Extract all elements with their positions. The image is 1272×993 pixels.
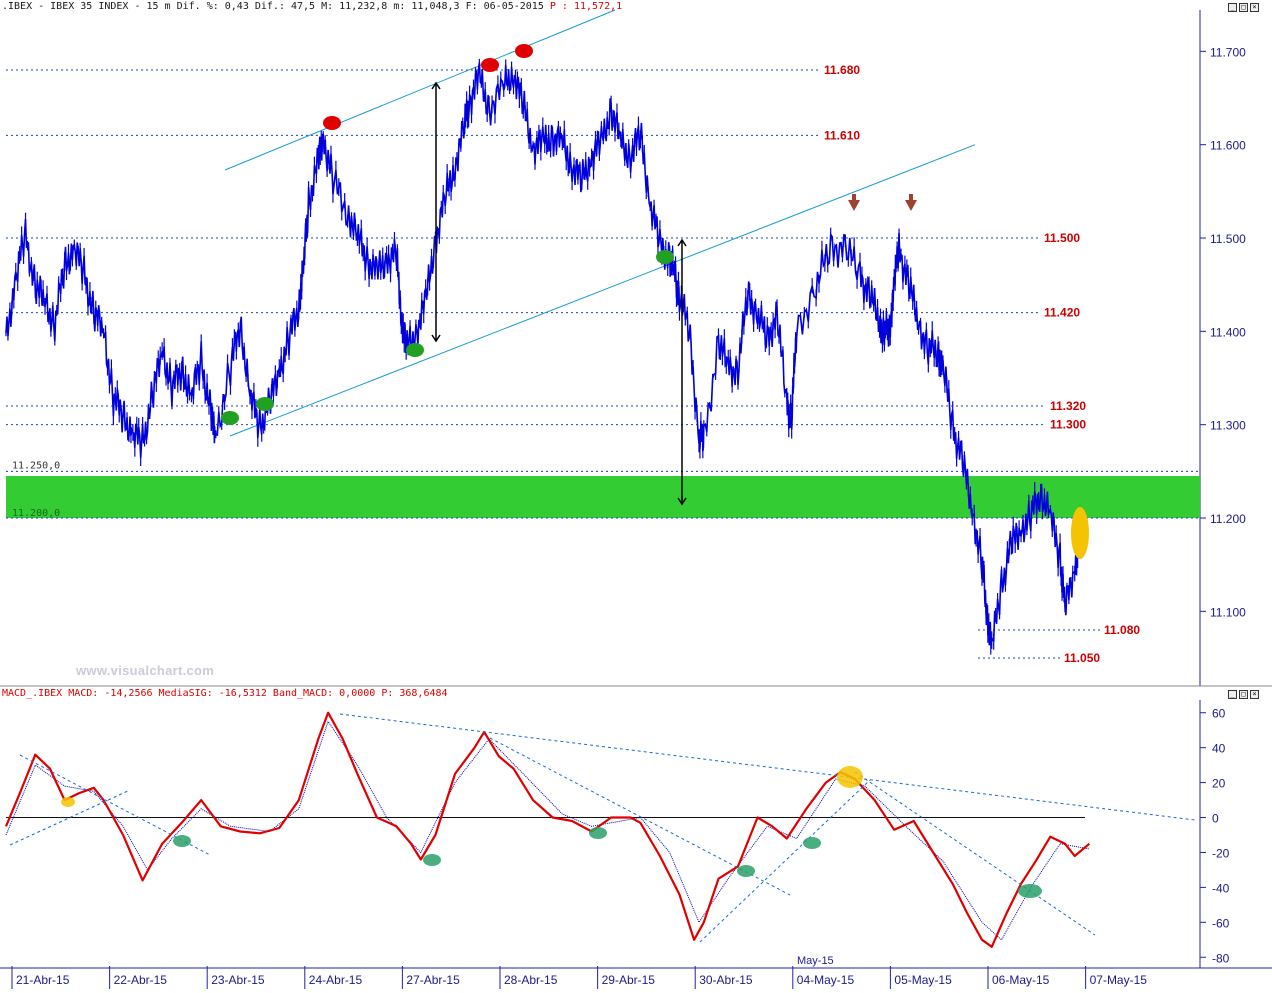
price-tick-label: 11.600 (1210, 139, 1246, 153)
time-tick-label: 30-Abr-15 (699, 973, 753, 987)
time-tick-label: 04-May-15 (797, 973, 855, 987)
price-window-controls: _ □ × (1228, 3, 1259, 12)
macd-header-text: MACD_.IBEX MACD: -14,2566 MediaSIG: -16,… (2, 688, 376, 699)
time-tick-label: 24-Abr-15 (309, 973, 363, 987)
maximize-icon[interactable]: □ (1239, 690, 1248, 699)
close-icon[interactable]: × (1250, 690, 1259, 699)
macd-signal-line (5, 720, 1090, 941)
level-label: 11.500 (1044, 231, 1080, 245)
time-tick-label: 27-Abr-15 (406, 973, 460, 987)
level-label: 11.050 (1064, 651, 1100, 665)
time-tick-label: 23-Abr-15 (211, 973, 265, 987)
price-series-line (5, 62, 1081, 646)
price-tick-label: 11.300 (1210, 419, 1246, 433)
price-tick-label: 11.200 (1210, 512, 1246, 526)
time-tick-label: 28-Abr-15 (504, 973, 558, 987)
macd-cross-marker (589, 827, 607, 839)
price-header: .IBEX - IBEX 35 INDEX - 15 m Dif. %: 0,4… (2, 1, 622, 12)
macd-cross-marker (737, 865, 755, 877)
level-label: 11.420 (1044, 306, 1080, 320)
maximize-icon[interactable]: □ (1239, 3, 1248, 12)
price-tick-label: 11.100 (1210, 605, 1246, 619)
price-tick-label: 11.400 (1210, 325, 1246, 339)
macd-tick-label: 60 (1212, 707, 1226, 721)
macd-tick-label: -40 (1212, 881, 1230, 895)
channel-upper-line (224, 9, 616, 171)
measure-arrow-right-head-top (677, 238, 687, 247)
time-tick-label: 29-Abr-15 (602, 973, 656, 987)
macd-tick-label: -80 (1212, 951, 1230, 965)
macd-trendline (339, 713, 1196, 821)
time-tick-label: 05-May-15 (894, 973, 952, 987)
macd-last-value: P: 368,6484 (381, 688, 448, 699)
measure-arrow-left-head-bottom (431, 334, 441, 343)
bottom-marker (656, 250, 674, 264)
macd-trendline (9, 789, 131, 846)
macd-cross-marker (803, 837, 821, 849)
macd-peak-marker (837, 766, 863, 788)
resistance-arrow-icon (848, 194, 860, 211)
band-lower-label: 11.200,0 (12, 508, 60, 519)
time-tick-label: 21-Abr-15 (16, 973, 70, 987)
macd-peak-marker (61, 797, 75, 807)
price-tick-label: 11.500 (1210, 232, 1246, 246)
bottom-marker (221, 411, 239, 425)
macd-cross-marker (423, 854, 441, 866)
bottom-marker (256, 397, 274, 411)
macd-tick-label: 0 (1212, 812, 1219, 826)
macd-cross-marker (173, 835, 191, 847)
time-tick-label: 07-May-15 (1090, 973, 1148, 987)
bottom-marker (406, 343, 424, 357)
macd-window-controls: _ □ × (1228, 690, 1259, 699)
top-marker (515, 44, 533, 58)
macd-tick-label: -60 (1212, 916, 1230, 930)
time-tick-label: 06-May-15 (992, 973, 1050, 987)
support-band (6, 476, 1200, 518)
level-label: 11.680 (824, 63, 860, 77)
level-label: 11.300 (1050, 418, 1086, 432)
top-marker (323, 116, 341, 130)
top-marker (481, 58, 499, 72)
measure-arrow-right-head-bottom (677, 497, 687, 506)
price-tick-label: 11.700 (1210, 45, 1246, 59)
close-icon[interactable]: × (1250, 3, 1259, 12)
current-marker (1071, 507, 1089, 559)
time-tick-label: 22-Abr-15 (114, 973, 168, 987)
macd-tick-label: 20 (1212, 777, 1226, 791)
band-upper-label: 11.250,0 (12, 460, 60, 471)
macd-line (4, 711, 1091, 948)
resistance-arrow-icon (905, 194, 917, 211)
price-last-value: P : 11,572,1 (549, 1, 623, 12)
measure-arrow-left-head-top (431, 81, 441, 90)
macd-header: MACD_.IBEX MACD: -14,2566 MediaSIG: -16,… (2, 688, 448, 699)
level-label: 11.320 (1050, 399, 1086, 413)
macd-tick-label: -20 (1212, 846, 1230, 860)
price-header-text: .IBEX - IBEX 35 INDEX - 15 m Dif. %: 0,4… (2, 1, 544, 12)
month-label: May-15 (797, 955, 834, 967)
level-label: 11.080 (1104, 623, 1140, 637)
macd-trendline (854, 771, 1096, 936)
watermark: www.visualchart.com (76, 663, 215, 678)
channel-lower-line (229, 144, 976, 437)
minimize-icon[interactable]: _ (1228, 3, 1237, 12)
level-label: 11.610 (824, 128, 860, 142)
macd-tick-label: 40 (1212, 742, 1226, 756)
macd-cross-marker (1018, 884, 1042, 898)
minimize-icon[interactable]: _ (1228, 690, 1237, 699)
